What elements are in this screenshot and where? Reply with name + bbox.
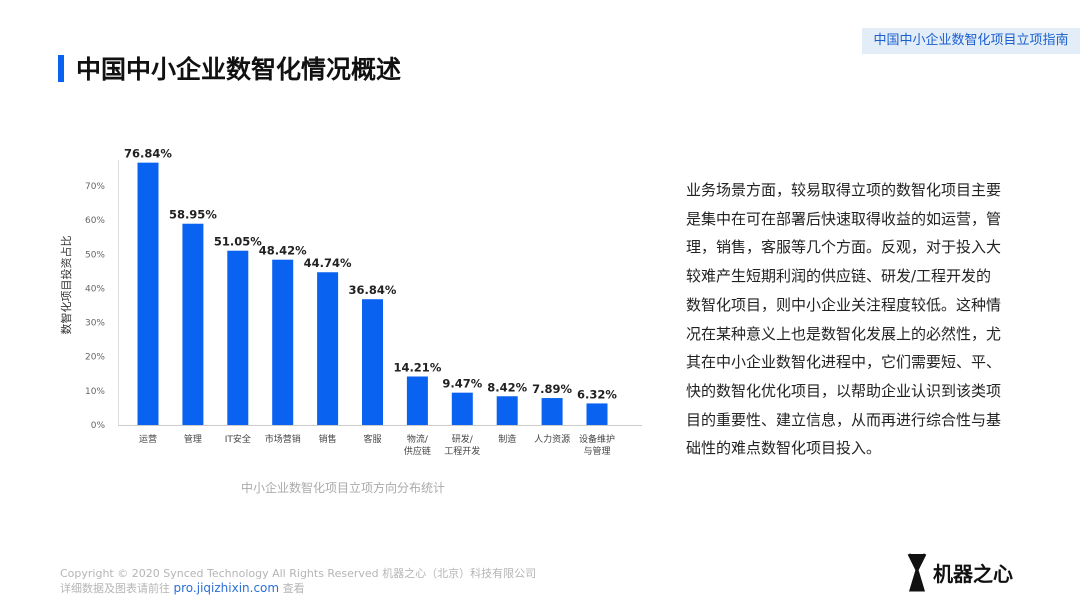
chart-title: 中小企业数智化项目立项方向分布统计 <box>241 480 445 495</box>
x-tick-label: 制造 <box>498 433 516 445</box>
x-tick-label: 运营 <box>139 433 157 445</box>
paragraph-line: 况在某种意义上也是数智化发展上的必然性，尤 <box>686 324 1002 343</box>
bar <box>317 272 339 425</box>
logo-text: 机器之心 <box>933 561 1013 586</box>
paragraph-line: 目的重要性、建立信息，从而再进行综合性与基 <box>686 410 1002 429</box>
website-link[interactable]: pro.jiqizhixin.com <box>173 581 280 595</box>
x-tick-label: 物流/ <box>407 433 429 445</box>
data-label: 44.74% <box>304 256 352 270</box>
y-tick-label: 0% <box>91 421 106 431</box>
data-label: 8.42% <box>487 380 527 394</box>
data-label: 76.84% <box>124 147 172 161</box>
bar <box>406 376 428 425</box>
data-label: 7.89% <box>532 382 572 396</box>
bar <box>137 162 159 425</box>
paragraph-line: 础性的难点数智化项目投入。 <box>686 439 882 458</box>
bar <box>496 396 518 425</box>
data-label: 36.84% <box>349 283 397 297</box>
bar-chart: 0% 10% 20% 30% 40% 50% 60% 70% 数智化项目投资占比 76.84% 运营… <box>59 147 642 495</box>
x-tick-label: 设备维护 <box>579 433 615 445</box>
bar <box>182 223 204 425</box>
bar <box>227 250 249 425</box>
paragraph-line: 业务场景方面，较易取得立项的数智化项目主要 <box>686 181 1002 199</box>
bar <box>586 403 608 425</box>
data-label: 9.47% <box>442 377 482 391</box>
detail-prefix: 详细数据及图表请前往 <box>60 582 170 595</box>
x-tick-label: 与管理 <box>583 445 610 457</box>
paragraph-line: 快的数智化优化项目，以帮助企业认识到该类项 <box>686 381 1002 400</box>
paragraph-line: 较难产生短期利润的供应链、研发/工程开发的 <box>686 267 992 286</box>
bar <box>451 392 473 425</box>
x-tick-label: 客服 <box>363 433 381 445</box>
y-tick-label: 70% <box>85 182 105 192</box>
bar <box>362 299 383 425</box>
x-tick-label: 供应链 <box>404 445 431 457</box>
x-tick-label: 市场营销 <box>265 433 301 445</box>
logo: 机器之心 <box>905 552 1013 592</box>
x-tick-label: 管理 <box>184 433 202 445</box>
title-accent-bar <box>58 55 64 82</box>
x-tick-label: 研发/ <box>452 433 474 445</box>
data-label: 51.05% <box>214 235 262 249</box>
y-tick-label: 10% <box>85 387 105 397</box>
description-paragraph: 业务场景方面，较易取得立项的数智化项目主要 是集中在可在部署后快速取得收益的如运营… <box>686 176 1036 463</box>
x-tick-label: 工程开发 <box>444 445 480 457</box>
y-tick-label: 30% <box>85 319 105 329</box>
y-tick-label: 20% <box>85 353 105 363</box>
y-tick-label: 50% <box>85 250 105 260</box>
y-tick-label: 40% <box>85 284 105 294</box>
x-tick-label: 人力资源 <box>534 433 570 445</box>
logo-icon <box>907 553 927 592</box>
detail-suffix: 查看 <box>282 582 305 595</box>
copyright-text: Copyright © 2020 Synced Technology All R… <box>60 567 537 580</box>
x-tick-label: IT安全 <box>225 433 251 445</box>
data-label: 48.42% <box>259 244 307 258</box>
paragraph-line: 理，销售，客服等几个方面。反观，对于投入大 <box>686 238 1002 257</box>
bar <box>541 398 563 425</box>
data-label: 58.95% <box>169 208 217 222</box>
report-tag: 中国中小企业数智化项目立项指南 <box>862 28 1080 54</box>
data-label: 6.32% <box>577 387 617 401</box>
paragraph-line: 数智化项目，则中小企业关注程度较低。这种情 <box>686 295 1002 314</box>
footer: Copyright © 2020 Synced Technology All R… <box>60 567 536 596</box>
bar <box>272 259 294 425</box>
x-tick-label: 销售 <box>319 433 337 445</box>
y-tick-label: 60% <box>85 216 105 226</box>
y-axis-label: 数智化项目投资占比 <box>59 236 73 335</box>
paragraph-line: 其在中小企业数智化进程中，它们需要短、平、 <box>686 353 1002 372</box>
data-label: 14.21% <box>393 360 441 374</box>
page-title: 中国中小企业数智化情况概述 <box>76 55 402 84</box>
paragraph-line: 是集中在可在部署后快速取得收益的如运营，管 <box>686 209 1002 228</box>
